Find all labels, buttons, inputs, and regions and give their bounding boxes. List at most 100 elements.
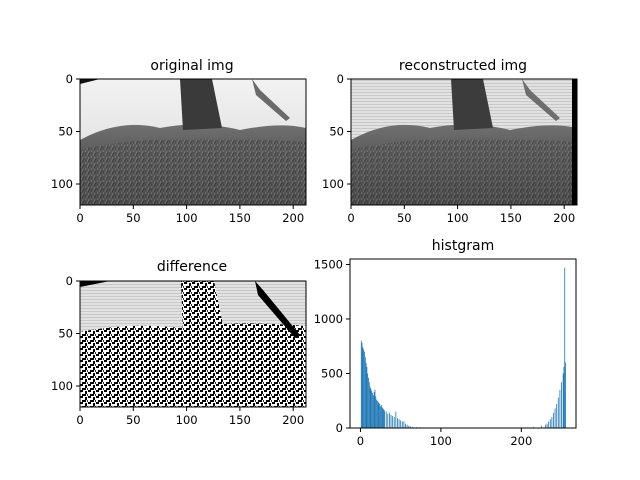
histogram-bar (379, 404, 381, 428)
histogram-bar (549, 419, 551, 428)
panel-title: original img (150, 58, 233, 74)
histogram-bar (554, 408, 556, 428)
histogram-bar (382, 408, 384, 428)
histogram-bar (387, 413, 389, 428)
x-tick-label: 0 (357, 434, 364, 448)
y-axis-ticks: 0 50 100 (322, 72, 351, 191)
y-tick-label: 500 (321, 366, 343, 380)
y-tick-label: 1000 (314, 312, 343, 326)
y-tick-label: 0 (66, 274, 73, 288)
x-tick-label: 150 (229, 413, 251, 427)
histogram-bar (385, 411, 387, 428)
histogram-bar (392, 416, 394, 428)
histogram-bar (400, 420, 402, 428)
histogram-bars (360, 267, 566, 428)
y-tick-label: 100 (51, 379, 73, 393)
x-tick-label: 0 (76, 211, 83, 225)
panel-title: histgram (432, 238, 494, 254)
x-tick-label: 150 (500, 211, 522, 225)
histogram-bar (367, 373, 369, 428)
histogram-bar (562, 373, 564, 428)
x-tick-label: 100 (430, 434, 452, 448)
histgram-panel: histgram 0 100 200 0 500 1000 1500 (314, 238, 577, 448)
histogram-bar (372, 393, 373, 428)
x-tick-label: 50 (126, 413, 141, 427)
x-tick-label: 100 (447, 211, 469, 225)
histogram-bar (380, 405, 382, 428)
histogram-bar (408, 425, 410, 428)
histogram-bar (375, 396, 377, 428)
x-tick-label: 200 (510, 434, 532, 448)
histogram-bar (362, 347, 364, 428)
y-axis-ticks: 0 50 100 (51, 274, 80, 393)
y-tick-label: 0 (337, 72, 344, 86)
x-tick-label: 200 (553, 211, 575, 225)
original-image (80, 79, 306, 205)
reconstructed-image (351, 79, 577, 205)
x-tick-label: 200 (282, 413, 304, 427)
histogram-bar (409, 426, 411, 428)
histogram-bar (364, 357, 366, 428)
x-tick-label: 100 (176, 211, 198, 225)
histogram-bar (393, 417, 395, 428)
histogram-bar (412, 426, 414, 428)
axes-frame (79, 280, 307, 408)
x-axis-ticks: 0 50 100 150 200 (76, 407, 304, 427)
y-tick-label: 100 (322, 177, 344, 191)
histogram-bar (368, 377, 369, 428)
histogram-bar (366, 366, 368, 428)
original-img-panel: original img 0 50 100 150 200 0 50 100 (51, 58, 307, 225)
y-tick-label: 0 (66, 72, 73, 86)
histogram-bar (390, 414, 392, 428)
histogram-bar (370, 388, 372, 428)
histogram-bar (364, 351, 365, 428)
reconstructed-img-panel: reconstructed img 0 50 100 150 200 0 50 100 (322, 58, 578, 225)
histogram-bar (384, 410, 385, 428)
axes-frame (79, 78, 307, 206)
histogram-bar (551, 417, 553, 428)
histogram-bar (369, 386, 371, 428)
histogram-bar (559, 389, 561, 428)
histogram-bar (563, 366, 565, 428)
y-tick-label: 0 (336, 421, 343, 435)
histogram-bar (389, 412, 390, 428)
histogram-bar (363, 349, 365, 428)
histogram-bar (541, 425, 542, 428)
histogram-bar (403, 421, 405, 428)
y-tick-label: 50 (58, 125, 73, 139)
histogram-bar (380, 406, 381, 428)
x-tick-label: 50 (397, 211, 412, 225)
x-axis-ticks: 0 50 100 150 200 (76, 205, 304, 225)
histogram-bar (395, 411, 397, 428)
histogram-bar (565, 362, 566, 428)
y-tick-label: 50 (58, 327, 73, 341)
axes-frame (349, 258, 577, 429)
histogram-bar (374, 389, 376, 428)
histogram-bar (383, 409, 385, 428)
y-axis-ticks: 0 500 1000 1500 (314, 257, 350, 435)
histogram-bar (561, 382, 562, 428)
histogram-bar (373, 392, 375, 428)
histogram-bar (376, 400, 378, 428)
histogram-bar (546, 423, 548, 428)
x-tick-label: 0 (347, 211, 354, 225)
x-axis-ticks: 0 50 100 150 200 (347, 205, 575, 225)
histogram-bar (360, 340, 362, 428)
histogram-bar (361, 342, 363, 428)
histogram-bar (376, 399, 377, 428)
histogram-bar (368, 382, 370, 428)
y-tick-label: 50 (329, 125, 344, 139)
histogram-bar (406, 424, 408, 428)
histogram-bar (365, 362, 367, 428)
histogram-bar (405, 423, 406, 428)
histogram-bar (401, 421, 403, 428)
histogram-bar (377, 401, 379, 428)
histogram-bar (532, 426, 534, 428)
histogram-bar (548, 421, 550, 428)
histogram-bar (545, 424, 546, 428)
x-tick-label: 50 (126, 211, 141, 225)
histogram-bar (557, 397, 559, 428)
histogram-bar (372, 395, 374, 428)
histogram-bar (556, 404, 558, 428)
